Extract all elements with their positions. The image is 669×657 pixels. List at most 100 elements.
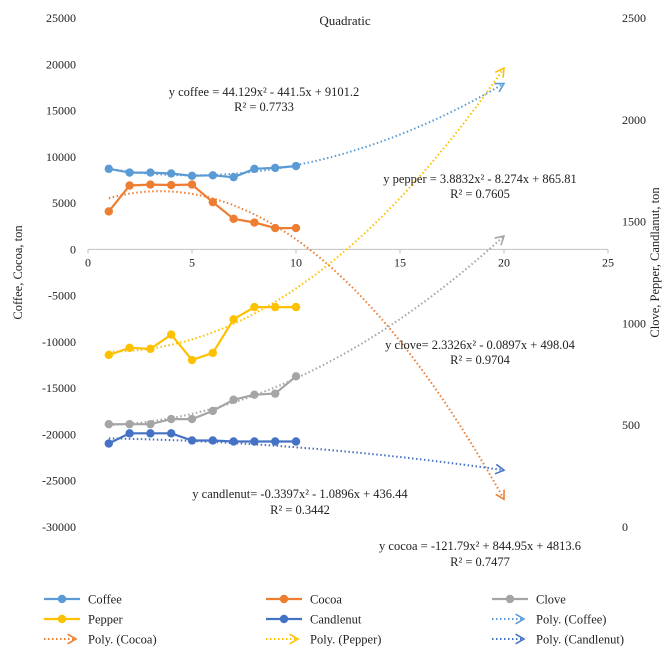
series-line-clove [108, 375, 297, 426]
series-line-coffee [108, 165, 297, 179]
trendline-equation-candlenut: y candlenut= -0.3397x² - 1.0896x + 436.4… [192, 487, 408, 501]
y-right-axis-title: Clove, Pepper, Candlanut, ton [648, 187, 662, 338]
trendline-r2-cocoa: R² = 0.7477 [450, 555, 510, 569]
data-point-coffee [104, 164, 114, 174]
data-point-pepper [229, 315, 238, 324]
data-point-pepper [291, 302, 301, 312]
data-point-coffee [271, 163, 280, 173]
data-point-coffee [167, 169, 176, 178]
data-point-candlenut [208, 436, 217, 445]
x-tick-label: 20 [498, 255, 510, 269]
y-left-tick-label: 20000 [46, 57, 76, 71]
data-point-candlenut [167, 429, 176, 438]
data-point-candlenut [250, 437, 259, 446]
data-point-clove [146, 419, 155, 429]
data-point-clove [229, 395, 238, 404]
series-line-cocoa [107, 183, 296, 230]
trendline-clove [108, 234, 506, 427]
data-point-cocoa [229, 214, 238, 224]
data-point-candlenut [229, 437, 238, 446]
data-point-clove [291, 372, 301, 381]
legend-label: Pepper [88, 613, 124, 627]
legend-label: Poly. (Pepper) [310, 633, 381, 647]
data-point-coffee [229, 172, 238, 182]
data-point-pepper [146, 344, 155, 354]
data-point-candlenut [125, 429, 134, 438]
trendlines [108, 66, 506, 501]
data-point-clove [167, 414, 176, 424]
y-left-tick-label: -20000 [42, 427, 76, 441]
trendline-r2-clove: R² = 0.9704 [450, 353, 511, 367]
trendline-r2-candlenut: R² = 0.3442 [270, 503, 330, 517]
data-point-cocoa [187, 180, 197, 189]
y-left-tick-label: 5000 [52, 196, 76, 210]
y-right-tick-label: 1500 [622, 215, 646, 229]
x-tick-label: 10 [290, 255, 302, 269]
legend: Coffee Cocoa Clove Pepper Candlenut Poly. (Co… [44, 593, 624, 647]
legend-label: Poly. (Candlenut) [536, 633, 624, 647]
y-left-tick-label: -10000 [42, 335, 76, 349]
data-point-coffee [187, 171, 197, 180]
legend-label: Clove [536, 593, 566, 607]
data-point-candlenut [104, 439, 114, 448]
data-series [104, 161, 301, 448]
data-point-clove [250, 390, 259, 399]
legend-swatch-marker [279, 594, 289, 604]
y-right-tick-label: 2500 [622, 11, 646, 25]
trendline-equation-pepper: y pepper = 3.8832x² - 8.274x + 865.81 [383, 172, 577, 186]
data-point-coffee [291, 161, 301, 171]
y-right-tick-label: 500 [622, 418, 640, 432]
data-point-coffee [125, 168, 134, 177]
data-point-clove [187, 414, 197, 424]
y-left-tick-label: 15000 [46, 104, 76, 118]
chart-title: Quadratic [319, 13, 370, 28]
data-point-candlenut [187, 436, 197, 445]
y-left-tick-label: 0 [70, 242, 76, 256]
data-point-clove [271, 389, 280, 398]
y-left-axis-title: Coffee, Cocoa, ton [11, 225, 25, 320]
trendline-equation-clove: y clove= 2.3326x² - 0.0897x + 498.04 [385, 338, 575, 352]
y-left-tick-label: -25000 [42, 474, 76, 488]
data-point-cocoa [208, 197, 217, 207]
legend-swatch-marker [505, 594, 515, 604]
legend-label: Candlenut [310, 613, 362, 627]
y-left-tick-label: 25000 [46, 11, 76, 25]
data-point-candlenut [271, 437, 280, 446]
data-point-coffee [146, 168, 155, 177]
data-point-pepper [167, 330, 176, 339]
trendline-candlenut [108, 437, 506, 475]
y-left-tick-label: -5000 [48, 289, 76, 303]
x-tick-label: 5 [189, 255, 195, 269]
text-labels: Quadratic y coffee = 44.129x² - 441.5x + … [169, 13, 581, 569]
trendline-pepper [108, 66, 505, 353]
data-point-pepper [187, 355, 197, 365]
data-point-cocoa [125, 181, 134, 190]
data-point-cocoa [167, 180, 176, 190]
x-tick-label: 15 [394, 255, 406, 269]
trendline-r2-pepper: R² = 0.7605 [450, 187, 510, 201]
data-point-cocoa [104, 207, 114, 216]
y-right-tick-label: 1000 [622, 316, 646, 330]
trendline-equation-coffee: y coffee = 44.129x² - 441.5x + 9101.2 [169, 85, 360, 99]
legend-swatch-marker [57, 614, 67, 624]
y-left-tick-label: 10000 [46, 150, 76, 164]
trendline-cocoa [108, 190, 505, 501]
data-point-cocoa [250, 218, 259, 227]
data-point-cocoa [271, 223, 280, 233]
data-point-pepper [104, 350, 114, 360]
data-point-pepper [208, 348, 217, 358]
y-right-tick-label: 0 [622, 520, 628, 534]
data-point-pepper [125, 343, 134, 353]
data-point-cocoa [291, 223, 301, 233]
data-point-coffee [208, 171, 217, 180]
data-point-clove [208, 406, 217, 416]
trendline-equation-cocoa: y cocoa = -121.79x² + 844.95x + 4813.6 [379, 539, 581, 553]
legend-label: Poly. (Cocoa) [88, 633, 157, 647]
x-tick-label: 25 [602, 255, 614, 269]
data-point-pepper [250, 302, 259, 312]
legend-swatch-marker [279, 614, 289, 624]
y-right-tick-label: 2000 [622, 113, 646, 127]
legend-label: Poly. (Coffee) [536, 613, 606, 627]
